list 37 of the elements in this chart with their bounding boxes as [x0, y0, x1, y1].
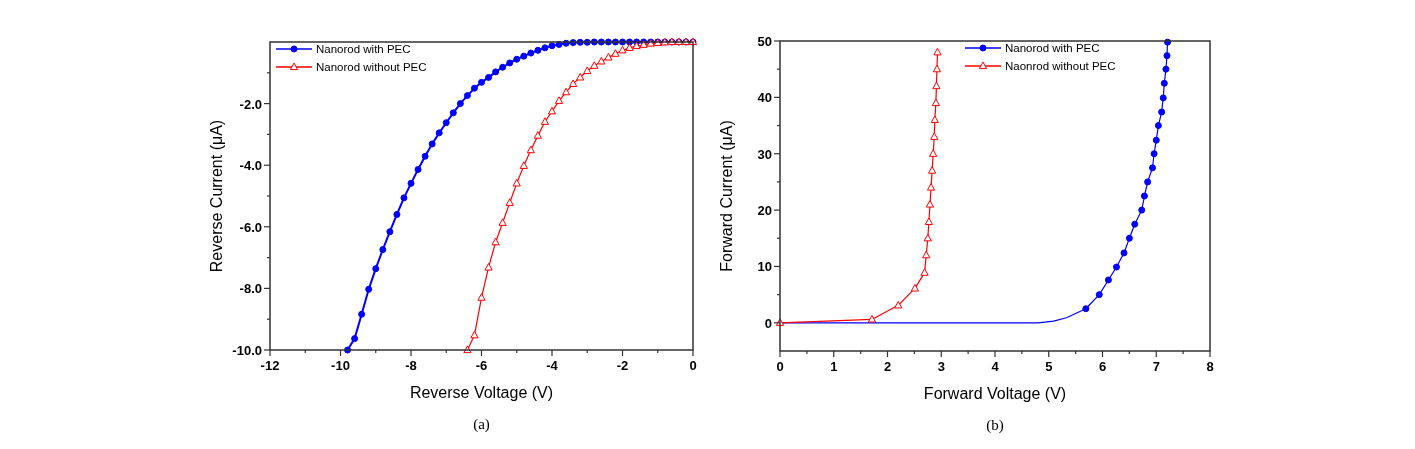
x-tick-label: 4	[991, 359, 1000, 374]
legend-label: Nanorod with PEC	[316, 43, 411, 55]
legend-label: Naonrod without PEC	[1005, 60, 1116, 72]
x-tick-label: 1	[830, 359, 838, 374]
x-tick-label: 0	[776, 359, 784, 374]
x-tick-label: -10	[331, 358, 350, 373]
text: (b)	[986, 417, 1004, 434]
y-axis-title: Reverse Current (μA)	[208, 119, 225, 273]
y-tick-label: 40	[757, 90, 772, 106]
x-tick-label: -8	[405, 358, 417, 373]
y-tick-label: -2.0	[239, 96, 262, 112]
y-tick-label: 30	[757, 146, 772, 162]
y-tick-label: 50	[757, 34, 772, 49]
y-tick-label: -6.0	[239, 219, 262, 235]
x-tick-label: -6	[475, 358, 488, 373]
x-tick-label: 2	[883, 359, 892, 374]
x-axis-title: Reverse Voltage (V)	[409, 384, 554, 401]
y-tick-label: -4.0	[239, 158, 262, 174]
x-tick-label: 0	[689, 358, 697, 373]
x-tick-label: -4	[546, 358, 559, 373]
y-axis-title: Forward Current (μA)	[718, 120, 735, 272]
y-tick-label: 10	[757, 259, 772, 275]
x-tick-label: 7	[1152, 359, 1160, 374]
x-tick-label: -12	[260, 358, 280, 373]
legend-label: Nanorod with PEC	[1005, 42, 1100, 54]
x-tick-label: -2	[616, 358, 629, 373]
y-tick-label: 20	[757, 203, 772, 219]
legend-label: Nanorod without PEC	[316, 61, 427, 73]
y-tick-label: 0	[764, 315, 772, 331]
y-tick-label: -8.0	[239, 281, 262, 297]
x-tick-label: 8	[1206, 359, 1214, 374]
x-tick-label: 5	[1045, 359, 1053, 374]
x-axis-title: Forward Voltage (V)	[923, 385, 1067, 402]
x-tick-label: 3	[937, 359, 945, 374]
x-tick-label: 6	[1098, 359, 1107, 374]
y-tick-label: -10.0	[232, 343, 262, 358]
text: (a)	[473, 416, 490, 433]
